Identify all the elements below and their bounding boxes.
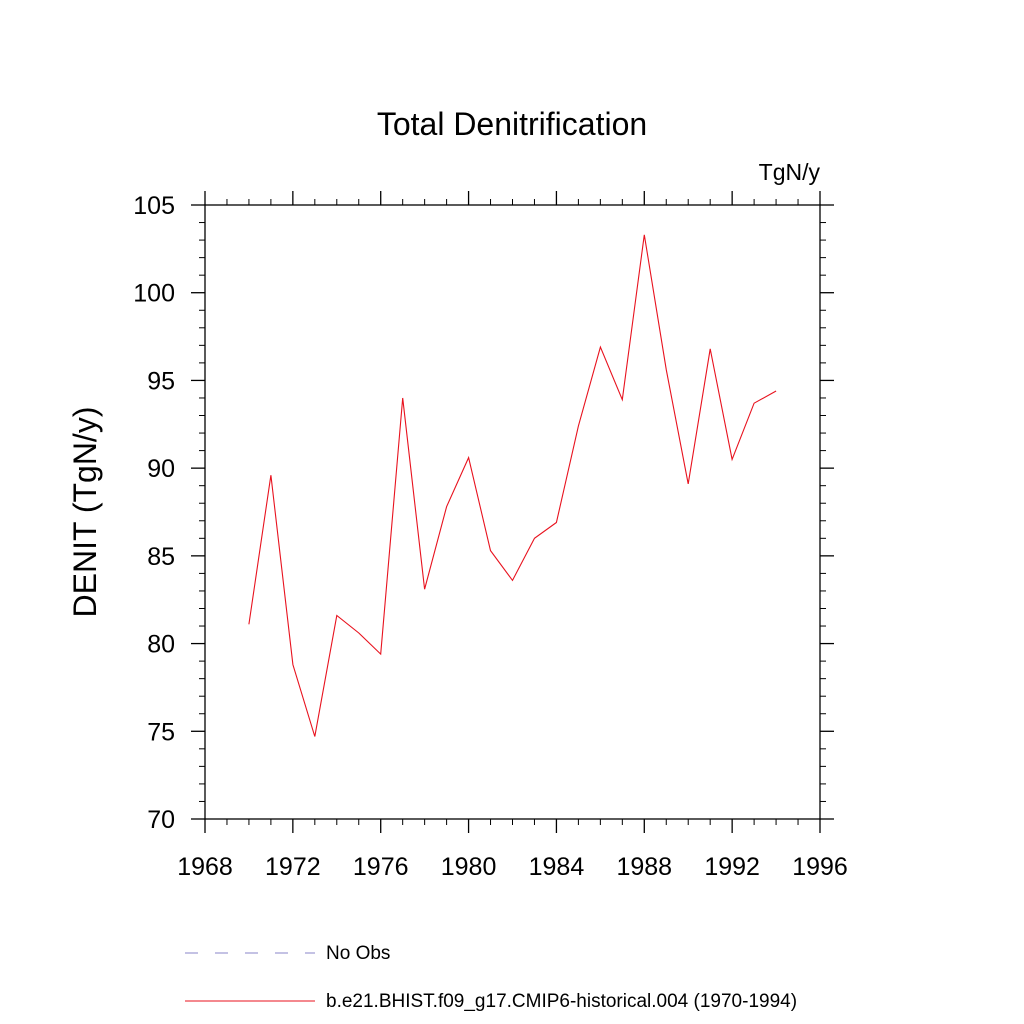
series-line-0 [248,234,777,737]
x-tick-label: 1992 [704,853,760,881]
y-tick-label: 85 [147,543,175,571]
y-tick-label: 80 [147,631,175,659]
series-layer [248,234,777,737]
x-tick-label: 1984 [529,853,585,881]
x-tick-label: 1988 [616,853,672,881]
x-tick-label: 1976 [353,853,409,881]
y-tick-label: 100 [133,280,175,308]
legend-label-historical: b.e21.BHIST.f09_g17.CMIP6-historical.004… [326,991,797,1012]
legend-label-no-obs: No Obs [326,943,390,964]
y-tick-label: 105 [133,192,175,220]
y-tick-label: 70 [147,806,175,834]
x-tick-label: 1972 [265,853,321,881]
y-axis-label: DENIT (TgN/y) [67,407,103,618]
y-tick-label: 75 [147,718,175,746]
x-tick-label: 1996 [792,853,848,881]
units-label: TgN/y [759,159,821,185]
x-tick-label: 1980 [441,853,497,881]
y-tick-label: 90 [147,455,175,483]
x-tick-label: 1968 [177,853,233,881]
x-tick-labels: 1968 1972 1976 1980 1984 1988 1992 1996 [177,853,848,881]
y-tick-label: 95 [147,367,175,395]
y-tick-labels: 70 75 80 85 90 95 100 105 [133,192,175,834]
legend: No Obs b.e21.BHIST.f09_g17.CMIP6-histori… [185,943,797,1012]
chart-title: Total Denitrification [377,106,647,142]
axis-ticks [191,191,834,833]
plot-frame [204,204,821,820]
